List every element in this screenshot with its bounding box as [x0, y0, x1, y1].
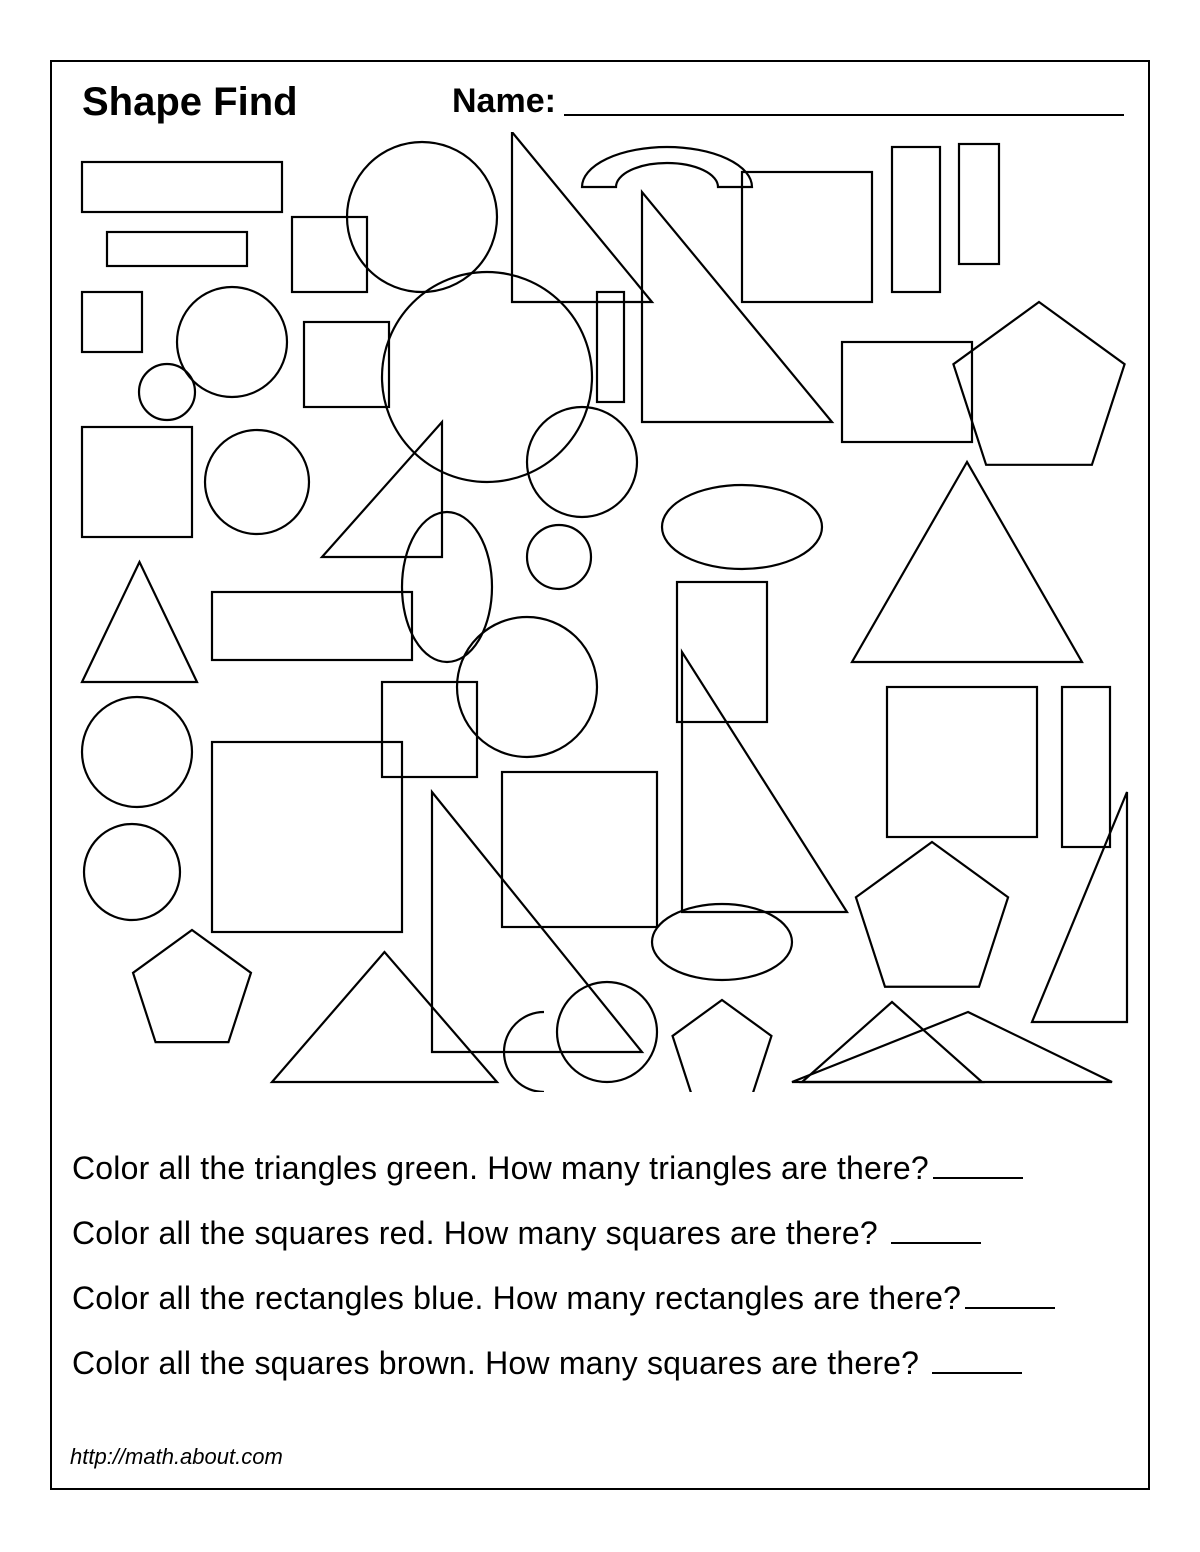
arch-shape: [582, 147, 752, 187]
circle-shape: [205, 430, 309, 534]
questions-block: Color all the triangles green. How many …: [72, 1122, 1132, 1410]
rectangle-shape: [1062, 687, 1110, 847]
question-2: Color all the squares red. How many squa…: [72, 1215, 1132, 1252]
worksheet-title: Shape Find: [82, 80, 298, 125]
pentagon-shape: [133, 930, 251, 1042]
footer-url: http://math.about.com: [70, 1444, 283, 1470]
question-2-text: Color all the squares red. How many squa…: [72, 1215, 878, 1251]
rectangle-shape: [212, 592, 412, 660]
ellipse-shape: [402, 512, 492, 662]
rectangle-shape: [82, 427, 192, 537]
circle-shape: [82, 697, 192, 807]
pentagon-shape: [953, 302, 1124, 465]
rectangle-shape: [742, 172, 872, 302]
triangle-shape: [82, 562, 197, 682]
rectangle-shape: [82, 162, 282, 212]
rectangle-shape: [892, 147, 940, 292]
question-3: Color all the rectangles blue. How many …: [72, 1280, 1132, 1317]
rectangle-shape: [304, 322, 389, 407]
answer-blank-3[interactable]: [965, 1307, 1055, 1309]
ellipse-shape: [652, 904, 792, 980]
triangle-shape: [1032, 792, 1127, 1022]
sheet-border: Shape Find Name: Color all the triangles…: [50, 60, 1150, 1490]
shapes-area: [62, 132, 1142, 1092]
triangle-shape: [642, 192, 832, 422]
name-label: Name:: [452, 82, 556, 121]
rectangle-shape: [82, 292, 142, 352]
rectangle-shape: [959, 144, 999, 264]
circle-shape: [557, 982, 657, 1082]
rectangle-shape: [212, 742, 402, 932]
rectangle-shape: [677, 582, 767, 722]
triangle-shape: [682, 652, 847, 912]
rectangle-shape: [887, 687, 1037, 837]
circle-shape: [84, 824, 180, 920]
rectangle-shape: [382, 682, 477, 777]
answer-blank-1[interactable]: [933, 1177, 1023, 1179]
rectangle-shape: [292, 217, 367, 292]
question-4-text: Color all the squares brown. How many sq…: [72, 1345, 919, 1381]
triangle-shape: [852, 462, 1082, 662]
circle-shape: [347, 142, 497, 292]
rectangle-shape: [597, 292, 624, 402]
question-1-text: Color all the triangles green. How many …: [72, 1150, 929, 1186]
pentagon-shape: [856, 842, 1008, 987]
question-1: Color all the triangles green. How many …: [72, 1150, 1132, 1187]
ellipse-shape: [662, 485, 822, 569]
circle-shape: [177, 287, 287, 397]
rectangle-shape: [502, 772, 657, 927]
rectangle-shape: [842, 342, 972, 442]
circle-shape: [382, 272, 592, 482]
pentagon-shape: [673, 1000, 772, 1092]
triangle-shape: [512, 132, 652, 302]
name-input-line[interactable]: [564, 114, 1124, 116]
rectangle-shape: [107, 232, 247, 266]
triangle-shape: [272, 952, 497, 1082]
triangle-shape: [322, 422, 442, 557]
question-4: Color all the squares brown. How many sq…: [72, 1345, 1132, 1382]
answer-blank-4[interactable]: [932, 1372, 1022, 1374]
circle-shape: [527, 525, 591, 589]
question-3-text: Color all the rectangles blue. How many …: [72, 1280, 961, 1316]
answer-blank-2[interactable]: [891, 1242, 981, 1244]
worksheet-page: Shape Find Name: Color all the triangles…: [0, 0, 1200, 1552]
